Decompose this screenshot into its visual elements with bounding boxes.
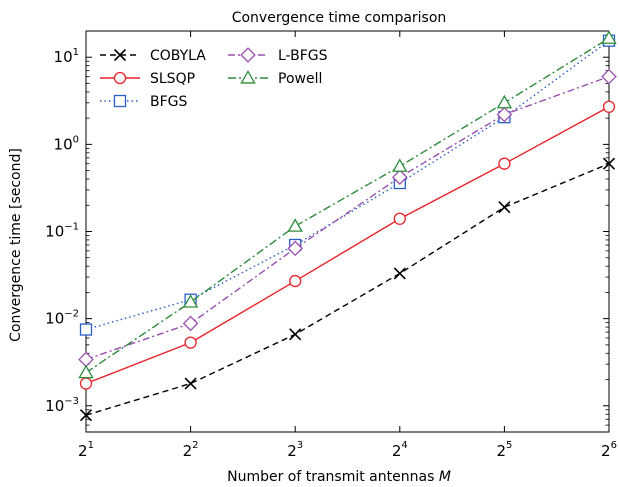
y-axis-label: Convergence time [second] <box>8 148 24 342</box>
data-point-cobyla <box>498 201 511 214</box>
series-line-powell <box>85 37 610 374</box>
data-point-powell <box>496 94 513 109</box>
legend-label-cobyla: COBYLA <box>150 48 206 64</box>
legend-label-slsqp: SLSQP <box>150 71 195 87</box>
legend-marker-cobyla <box>113 48 127 62</box>
data-point-powell <box>182 294 199 308</box>
plot-frame <box>85 30 610 433</box>
series-line-bfgs <box>85 40 610 331</box>
legend-marker-l-bfgs <box>240 47 256 63</box>
legend-item-powell: Powell <box>228 70 322 87</box>
series-line-l-bfgs <box>85 75 610 361</box>
series-l-bfgs <box>78 68 617 368</box>
x-tick-label: 25 <box>496 440 512 460</box>
series-cobyla <box>79 157 616 422</box>
x-tick-label: 23 <box>287 440 303 460</box>
y-tick-label: 10−2 <box>45 309 79 328</box>
data-point-bfgs <box>79 323 93 336</box>
data-point-l-bfgs <box>496 106 513 123</box>
x-tick-label: 26 <box>601 440 617 460</box>
data-point-l-bfgs <box>182 315 199 332</box>
data-point-slsqp <box>79 377 93 390</box>
legend-marker-slsqp <box>113 71 127 85</box>
x-axis-label: Number of transmit antennas M <box>227 469 451 485</box>
y-tick-label: 10−1 <box>45 222 79 241</box>
data-point-l-bfgs <box>78 351 94 368</box>
series-line-slsqp <box>85 106 610 385</box>
data-point-l-bfgs <box>392 169 408 185</box>
chart-title: Convergence time comparison <box>232 10 447 26</box>
data-point-slsqp <box>393 212 406 225</box>
x-tick-label: 22 <box>183 440 199 460</box>
y-tick-label: 101 <box>54 47 79 66</box>
series-slsqp <box>79 100 616 390</box>
legend-label-bfgs: BFGS <box>150 94 188 110</box>
legend-item-slsqp: SLSQP <box>100 71 195 87</box>
series-line-cobyla <box>85 163 610 416</box>
data-point-cobyla <box>393 267 406 280</box>
data-point-slsqp <box>498 157 511 170</box>
legend-label-l-bfgs: L-BFGS <box>278 48 328 64</box>
x-tick-label: 21 <box>78 440 94 460</box>
data-point-powell <box>601 30 617 44</box>
data-point-powell <box>78 364 94 379</box>
y-tick-label: 10−3 <box>45 396 79 415</box>
legend-item-bfgs: BFGS <box>100 94 188 110</box>
legend-label-powell: Powell <box>278 71 322 87</box>
data-point-slsqp <box>289 274 302 288</box>
y-tick-label: 100 <box>54 134 79 153</box>
legend-item-l-bfgs: L-BFGS <box>228 47 328 64</box>
data-point-slsqp <box>602 100 616 113</box>
data-point-powell <box>392 158 408 172</box>
data-point-cobyla <box>184 377 197 390</box>
x-tick-label: 24 <box>392 440 408 460</box>
data-point-slsqp <box>184 336 197 349</box>
legend-item-cobyla: COBYLA <box>100 48 206 64</box>
data-point-cobyla <box>602 157 616 170</box>
data-point-cobyla <box>79 409 93 422</box>
legend: COBYLA SLSQP BFGS L-BFGS Powell <box>100 47 328 110</box>
data-point-powell <box>287 218 303 232</box>
data-point-cobyla <box>289 328 302 341</box>
legend-marker-powell <box>240 70 256 84</box>
series-powell <box>78 30 617 379</box>
plot-area: 101 100 10−1 10−2 10−3 21 22 23 24 25 26 COBYLA SLSQ… <box>45 30 617 460</box>
data-point-l-bfgs <box>601 68 617 85</box>
data-point-l-bfgs <box>287 240 303 257</box>
legend-marker-bfgs <box>113 94 127 108</box>
